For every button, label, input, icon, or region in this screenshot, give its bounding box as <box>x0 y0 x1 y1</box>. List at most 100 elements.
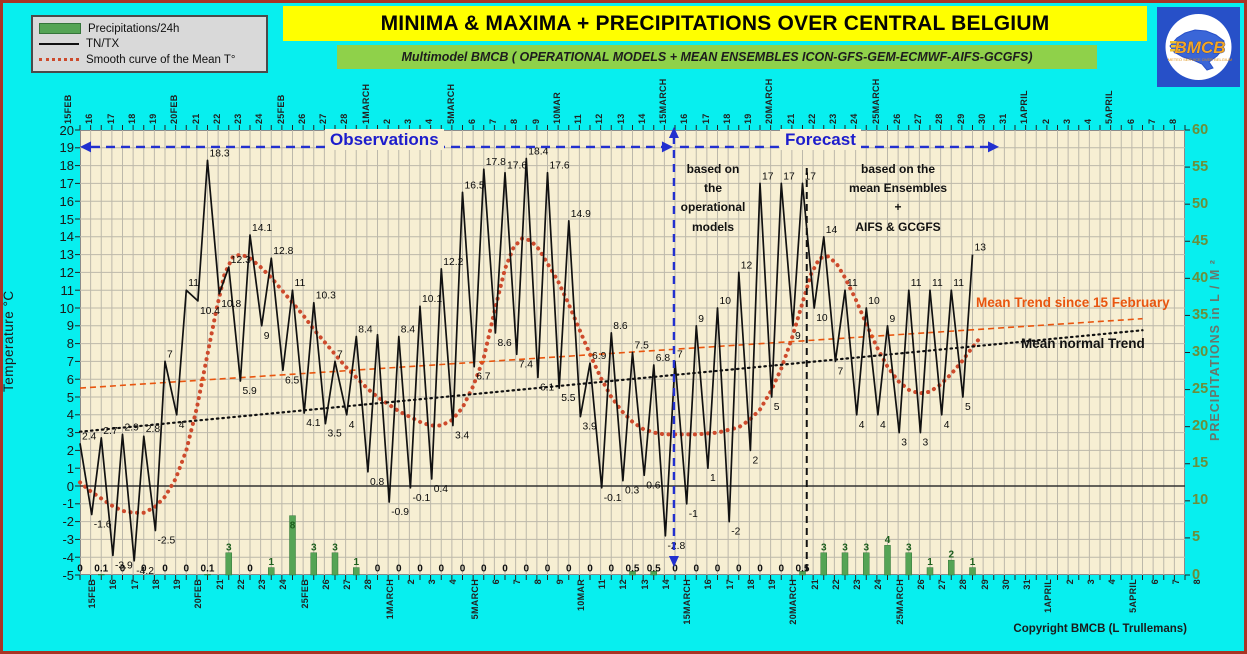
temperature-tick-label: 15 <box>59 211 74 227</box>
temperature-value-label: 12.8 <box>273 246 293 257</box>
precipitation-value-label: 1 <box>268 557 274 568</box>
temperature-value-label: 2.8 <box>146 424 161 435</box>
precipitation-bar-swatch-icon <box>39 23 81 34</box>
precipitation-value-label: 0 <box>715 564 721 575</box>
temperature-value-label: 1 <box>710 473 716 484</box>
temperature-value-label: 8.6 <box>613 321 628 332</box>
precipitation-tick-label: 0 <box>1192 566 1201 583</box>
temperature-tick-label: -2 <box>62 514 74 530</box>
temperature-value-label: 6.9 <box>592 351 607 362</box>
precipitation-bar <box>969 567 976 576</box>
temperature-value-label: -0.1 <box>412 493 430 504</box>
x-axis-label-bottom: 19 <box>767 579 777 590</box>
legend-item-precipitations: Precipitations/24h <box>39 21 260 36</box>
temperature-value-label: 2.9 <box>125 422 140 433</box>
precipitation-value-label: 0.5 <box>626 564 640 575</box>
precipitation-tick-label: 30 <box>1192 344 1209 360</box>
temperature-tick-label: -1 <box>62 496 74 512</box>
temperature-value-label: 3.5 <box>327 429 342 440</box>
precipitation-value-label: 0 <box>247 564 253 575</box>
temperature-value-label: 4 <box>349 420 355 431</box>
temperature-value-label: 7 <box>337 349 343 360</box>
x-axis-label-top: 27 <box>318 113 328 124</box>
precipitation-value-label: 0 <box>396 564 402 575</box>
temperature-value-label: 12 <box>741 260 753 271</box>
temperature-value-label: 0.6 <box>646 480 661 491</box>
temperature-value-label: 10.8 <box>221 299 241 310</box>
x-axis-label-bottom: 27 <box>937 579 947 590</box>
temperature-value-label: 4 <box>179 420 185 431</box>
precipitation-value-label: 0 <box>375 564 381 575</box>
precipitation-value-label: 1 <box>353 557 359 568</box>
precipitation-tick-label: 50 <box>1192 195 1209 212</box>
temperature-value-label: 3 <box>901 438 907 449</box>
temperature-value-label: 3.4 <box>455 430 470 441</box>
precipitation-value-label: 3 <box>226 542 232 553</box>
temperature-value-label: 14.1 <box>252 223 272 234</box>
x-axis-label-bottom: 30 <box>1000 579 1011 590</box>
precipitation-tick-label: 25 <box>1192 381 1209 398</box>
precipitation-tick-label: 35 <box>1192 306 1209 323</box>
copyright: Copyright BMCB (L Trullemans) <box>1013 623 1187 635</box>
precipitation-tick-label: 5 <box>1192 529 1201 546</box>
x-axis-label-bottom: 10MAR <box>575 579 586 612</box>
precipitation-bar <box>204 574 211 576</box>
temperature-tick-label: 6 <box>66 371 74 387</box>
precipitation-bar <box>820 552 827 576</box>
precipitation-bar <box>310 552 317 576</box>
x-axis-label-bottom: 16 <box>108 579 119 590</box>
temperature-value-label: 10.1 <box>422 294 442 305</box>
precipitation-tick-label: 40 <box>1192 269 1209 286</box>
precipitation-value-label: 0 <box>183 564 189 575</box>
precipitation-value-label: 0 <box>608 564 614 575</box>
precipitation-value-label: 0 <box>77 564 83 575</box>
temperature-tick-label: 18 <box>59 158 74 174</box>
x-axis-label-bottom: 11 <box>597 579 607 590</box>
x-axis-label-bottom: 17 <box>129 579 140 590</box>
precipitation-bar <box>289 515 296 576</box>
temperature-value-label: 5.9 <box>242 386 257 397</box>
x-axis-label-bottom: 18 <box>150 579 161 590</box>
x-axis-label-top: 6 <box>1125 118 1136 124</box>
temperature-value-label: 17 <box>805 171 817 182</box>
precipitation-bar <box>353 567 360 576</box>
precipitation-value-label: 0 <box>693 564 699 575</box>
temperature-value-label: 6.5 <box>285 375 300 386</box>
precipitation-tick-label: 15 <box>1192 455 1209 472</box>
temperature-value-label: 6.7 <box>476 372 491 383</box>
precipitation-tick-label: 20 <box>1192 418 1209 435</box>
page-subtitle: Multimodel BMCB ( OPERATIONAL MODELS + M… <box>337 45 1097 69</box>
temperature-tick-label: 3 <box>66 425 74 441</box>
precipitation-value-label: 3 <box>842 542 848 553</box>
precipitation-value-label: 1 <box>970 557 976 568</box>
belgium-map-icon <box>1169 29 1225 71</box>
precipitation-value-label: 0 <box>417 564 423 575</box>
arrow-right-icon <box>988 141 999 153</box>
temperature-value-label: 0.8 <box>370 477 385 488</box>
precipitation-value-label: 0 <box>672 564 678 575</box>
temperature-tick-label: 4 <box>66 407 74 423</box>
precipitation-value-label: 0.5 <box>647 564 661 575</box>
temperature-value-label: 4.1 <box>306 418 321 429</box>
temperature-value-label: 17 <box>783 171 795 182</box>
x-axis-label-bottom: 6 <box>1149 579 1160 585</box>
temperature-value-label: 11 <box>953 278 964 289</box>
temperature-tick-label: 11 <box>60 282 75 298</box>
temperature-axis-title: Temperature °C <box>1 290 16 392</box>
temperature-value-label: 4 <box>944 420 950 431</box>
precipitation-value-label: 0 <box>438 564 444 575</box>
x-axis-label-bottom: 4 <box>448 579 459 585</box>
precipitation-value-label: 0 <box>523 564 529 575</box>
tn-tx-line <box>79 157 974 562</box>
x-axis-label-bottom: 5MARCH <box>469 579 480 620</box>
x-axis-label-bottom: 3 <box>427 579 437 585</box>
temperature-tick-label: 14 <box>59 229 74 245</box>
smooth-curve-swatch-icon <box>39 58 79 61</box>
temperature-value-label: -1.6 <box>94 519 112 530</box>
x-axis-label-bottom: 1MARCH <box>384 579 395 620</box>
temperature-value-label: -2.8 <box>667 541 685 552</box>
temperature-tick-label: -3 <box>62 531 74 547</box>
temperature-value-label: 7 <box>167 349 173 360</box>
precipitation-bar <box>268 567 275 576</box>
x-axis-label-bottom: 22 <box>830 579 841 590</box>
